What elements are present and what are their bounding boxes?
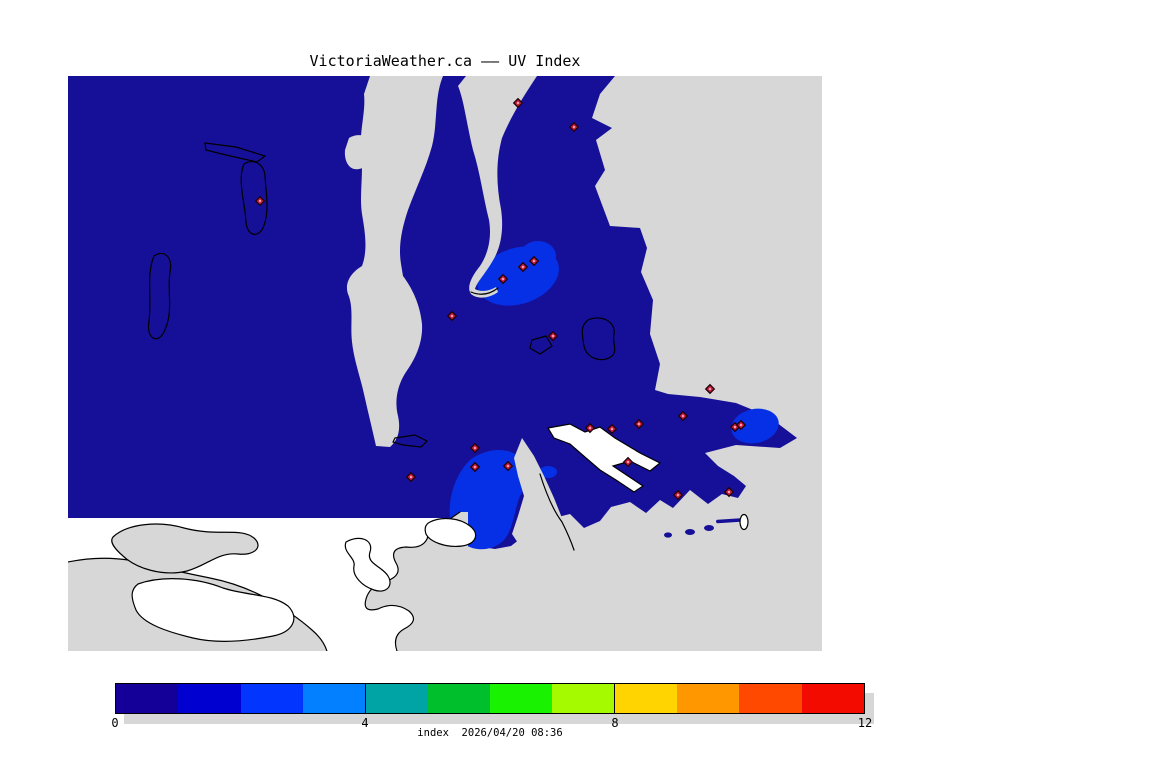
island-outline: [392, 434, 429, 448]
colorbar-segment: [302, 684, 366, 713]
colorbar-segment: [365, 684, 428, 713]
colorbar-tick-label: 12: [857, 716, 873, 730]
station-marker-core: [739, 423, 743, 427]
uv-swirl-lobe: [520, 241, 556, 271]
wedge-coastline: [539, 473, 575, 551]
coastal-island: [111, 523, 259, 574]
colorbar-segment: [614, 684, 677, 713]
colorbar-segment: [552, 684, 615, 713]
white-channel: [344, 537, 391, 592]
station-marker-core: [409, 475, 413, 479]
islet: [685, 529, 695, 535]
station-marker-core: [610, 427, 614, 431]
uv-east-patch: [731, 408, 779, 444]
southeast-land: [365, 512, 468, 651]
coastal-lake: [131, 578, 295, 642]
island-outline: [529, 335, 553, 355]
strait-west-arm: [344, 135, 378, 170]
bottom-terrain: [68, 511, 477, 651]
footer-caption: index 2026/04/20 08:36: [417, 727, 563, 739]
station-marker-core: [637, 422, 641, 426]
station-marker-core: [572, 125, 576, 129]
colorbar-segment: [427, 684, 490, 713]
station-marker-core: [588, 426, 592, 430]
colorbar-ticks: 0 4 8 12: [0, 716, 1152, 732]
islet: [716, 518, 743, 524]
colorbar-segment: [240, 684, 303, 713]
station-marker-core: [258, 199, 262, 203]
colorbar-tick-label: 0: [111, 716, 119, 730]
station-marker-core: [733, 425, 737, 429]
colorbar-segment: [801, 684, 864, 713]
map-title: VictoriaWeather.ca —— UV Index: [309, 52, 581, 70]
uv-map-canvas: [68, 76, 822, 651]
station-marker-core: [501, 277, 505, 281]
station-marker-core: [727, 490, 731, 494]
islet: [664, 532, 672, 538]
colorbar-divider: [364, 684, 366, 713]
station-marker-core: [473, 446, 477, 450]
island-outline: [204, 142, 267, 163]
inlet-finger: [458, 76, 537, 298]
station-marker-core: [516, 101, 520, 105]
station-marker-core: [676, 493, 680, 497]
colorbar-segment: [116, 684, 179, 713]
island-outline: [240, 161, 268, 235]
colorbar-tick-label: 4: [361, 716, 369, 730]
colorbar-segment: [739, 684, 802, 713]
white-inlet: [424, 517, 477, 547]
fjord-channels: [547, 423, 662, 493]
station-marker-core: [506, 464, 510, 468]
strait-channel: [346, 76, 443, 447]
white-islet-outline: [739, 513, 749, 531]
station-marker-core: [450, 314, 454, 318]
islet: [704, 525, 714, 531]
colorbar-segment: [178, 684, 241, 713]
station-marker-core: [551, 334, 555, 338]
station-marker-core: [708, 387, 712, 391]
station-marker-core: [473, 465, 477, 469]
colorbar-divider: [614, 684, 616, 713]
uv-map: [68, 76, 822, 651]
colorbar-segment: [489, 684, 553, 713]
uv-south-blob-patch: [449, 449, 527, 550]
colorbar-tick-label: 8: [611, 716, 619, 730]
station-marker-core: [521, 265, 525, 269]
island-outline: [581, 317, 616, 361]
island-outline: [147, 252, 172, 340]
island-outlines: [147, 142, 616, 448]
south-islets: [664, 513, 749, 538]
south-gray-wedge: [512, 438, 574, 554]
station-markers: [254, 97, 747, 501]
station-marker-core: [532, 259, 536, 263]
colorbar-segment: [676, 684, 740, 713]
station-marker-core: [626, 460, 630, 464]
hook-coastline: [470, 287, 499, 295]
colorbar: [115, 683, 865, 714]
station-marker-core: [681, 414, 685, 418]
